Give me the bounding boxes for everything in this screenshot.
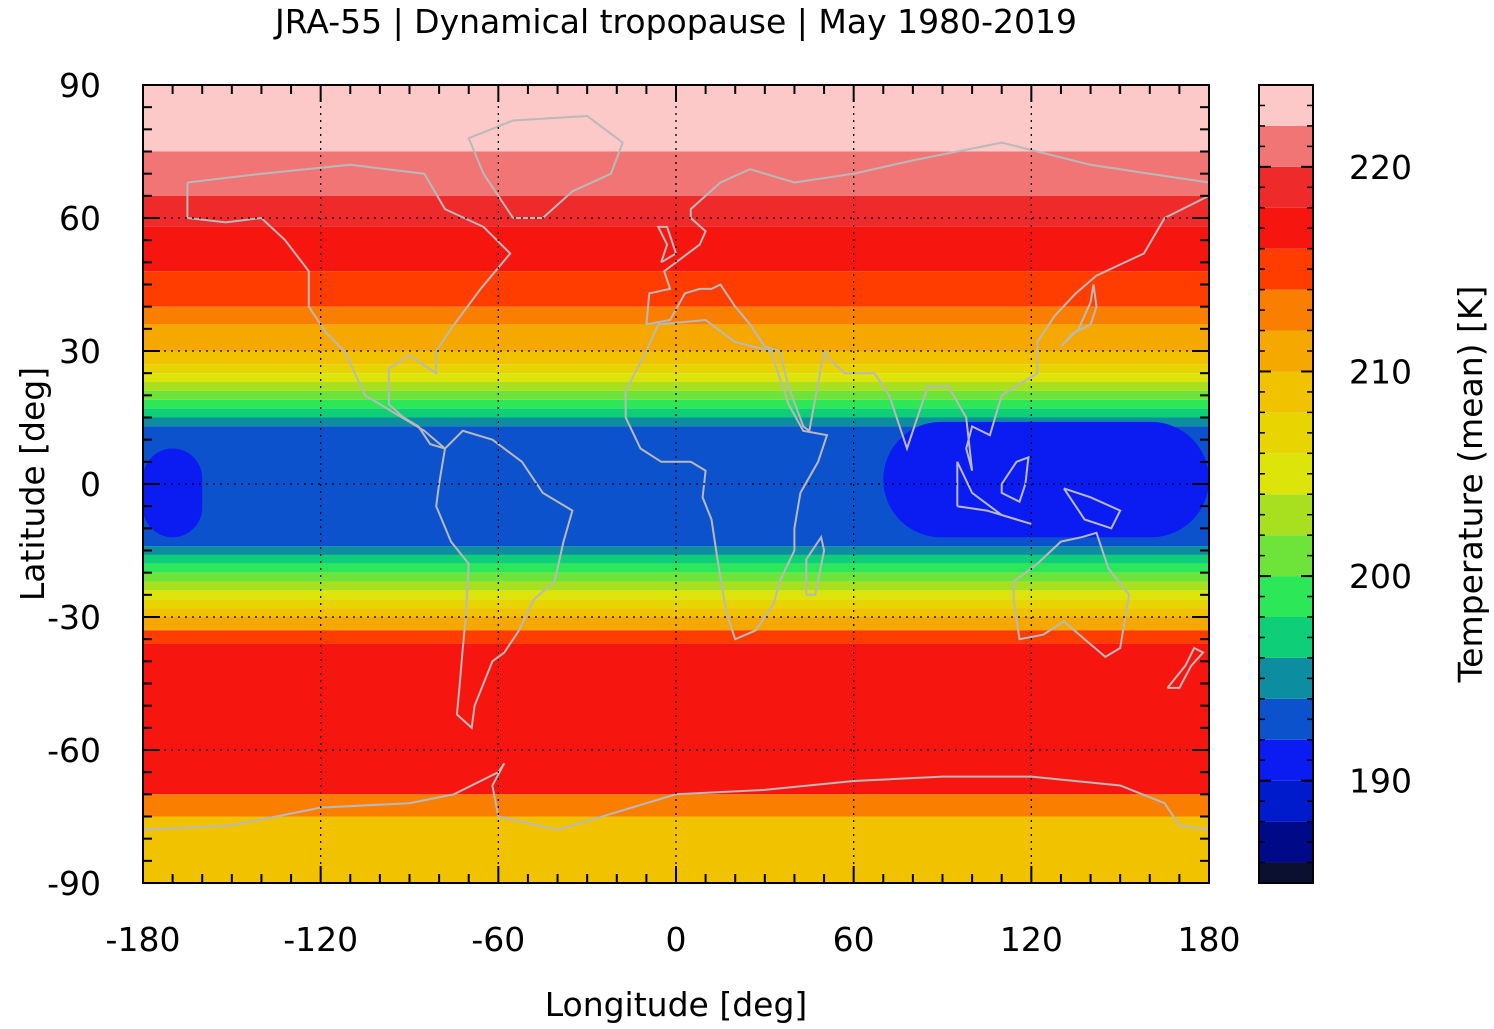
- coastline: [435, 429, 574, 730]
- colorbar-swatch: [1259, 166, 1313, 208]
- colorbar-swatch: [1259, 780, 1313, 822]
- x-tick-label: -120: [283, 920, 358, 959]
- y-tick-label: 30: [59, 332, 101, 371]
- temperature-band: [143, 306, 1209, 325]
- temperature-band: [143, 226, 1209, 272]
- coastline: [956, 461, 1032, 525]
- temperature-band: [143, 399, 1209, 409]
- coastline: [467, 114, 624, 219]
- colorbar-tick-label: 190: [1349, 762, 1412, 801]
- coastlines: [143, 114, 1209, 831]
- chart-title: JRA-55 | Dynamical tropopause | May 1980…: [273, 2, 1077, 41]
- y-tick-label: -30: [47, 598, 101, 637]
- colorbar-tick-label: 220: [1349, 148, 1412, 187]
- colorbar-label: Temperature (mean) [K]: [1451, 286, 1490, 684]
- coastline: [1060, 284, 1098, 348]
- coastline: [805, 534, 826, 596]
- x-tick-labels: -180 -120 -60 0 60 120 180: [106, 920, 1241, 959]
- colorbar-swatch: [1259, 330, 1313, 372]
- temperature-band: [143, 643, 1209, 795]
- temperature-band: [143, 151, 1209, 196]
- temperature-band: [143, 608, 1209, 617]
- coastline: [645, 141, 1209, 471]
- colorbar-swatch: [1259, 698, 1313, 740]
- colorbar: [1259, 85, 1313, 883]
- y-axis-label: Latitude [deg]: [13, 367, 52, 601]
- colorbar-swatch: [1259, 207, 1313, 249]
- temperature-band: [143, 364, 1209, 374]
- temperature-band: [143, 794, 1209, 817]
- y-tick-label: 0: [80, 465, 101, 504]
- coastline: [624, 318, 829, 641]
- colorbar-swatch: [1259, 862, 1313, 883]
- temperature-band: [143, 617, 1209, 631]
- x-axis-label: Longitude [deg]: [545, 985, 808, 1024]
- colorbar-swatch: [1259, 739, 1313, 781]
- plot-frame: [142, 84, 1210, 884]
- y-tick-label: -90: [47, 864, 101, 903]
- colorbar-swatch: [1259, 453, 1313, 495]
- colorbar-swatch: [1259, 85, 1313, 126]
- colorbar-swatch: [1259, 535, 1313, 577]
- x-tick-label: 60: [833, 920, 875, 959]
- colorbar-swatch: [1259, 125, 1313, 167]
- colorbar-swatch: [1259, 657, 1313, 699]
- colorbar-ticks: 190 200 210 220: [1259, 84, 1412, 884]
- colorbar-swatch: [1259, 371, 1313, 413]
- colorbar-swatch: [1259, 576, 1313, 617]
- coastline: [1012, 531, 1131, 659]
- temperature-band: [143, 546, 1209, 555]
- colorbar-swatch: [1259, 617, 1313, 658]
- temperature-band: [143, 554, 1209, 564]
- x-tick-label: 180: [1178, 920, 1241, 959]
- temperature-band: [143, 572, 1209, 582]
- x-tick-label: 120: [1000, 920, 1063, 959]
- temperature-band: [143, 581, 1209, 591]
- x-tick-label: 0: [666, 920, 687, 959]
- temperature-band: [143, 590, 1209, 600]
- grid-lines: [143, 85, 1209, 883]
- colorbar-swatch: [1259, 412, 1313, 454]
- coastline: [186, 163, 512, 450]
- colorbar-swatch: [1259, 248, 1313, 290]
- colorbar-swatch: [1259, 494, 1313, 536]
- x-tick-label: -180: [106, 920, 181, 959]
- temperature-band: [143, 373, 1209, 383]
- temperature-band: [143, 630, 1209, 644]
- colorbar-tick-label: 210: [1349, 352, 1412, 391]
- coastline: [1166, 646, 1205, 689]
- colorbar-swatch: [1259, 289, 1313, 331]
- temperature-region: [143, 448, 203, 538]
- y-tick-label: 60: [59, 199, 101, 238]
- coastline: [1063, 487, 1122, 530]
- temperature-band: [143, 390, 1209, 400]
- x-tick-label: -60: [471, 920, 525, 959]
- y-tick-label: 90: [59, 66, 101, 105]
- coastline: [656, 225, 678, 264]
- temperature-region: [883, 421, 1209, 538]
- coastline: [143, 762, 1209, 831]
- temperature-band: [143, 408, 1209, 418]
- colorbar-swatch: [1259, 821, 1313, 863]
- y-tick-label: -60: [47, 731, 101, 770]
- colorbar-frame: [1258, 84, 1314, 884]
- y-tick-labels: 90 60 30 0 -30 -60 -90: [47, 66, 101, 903]
- colorbar-tick-label: 200: [1349, 557, 1412, 596]
